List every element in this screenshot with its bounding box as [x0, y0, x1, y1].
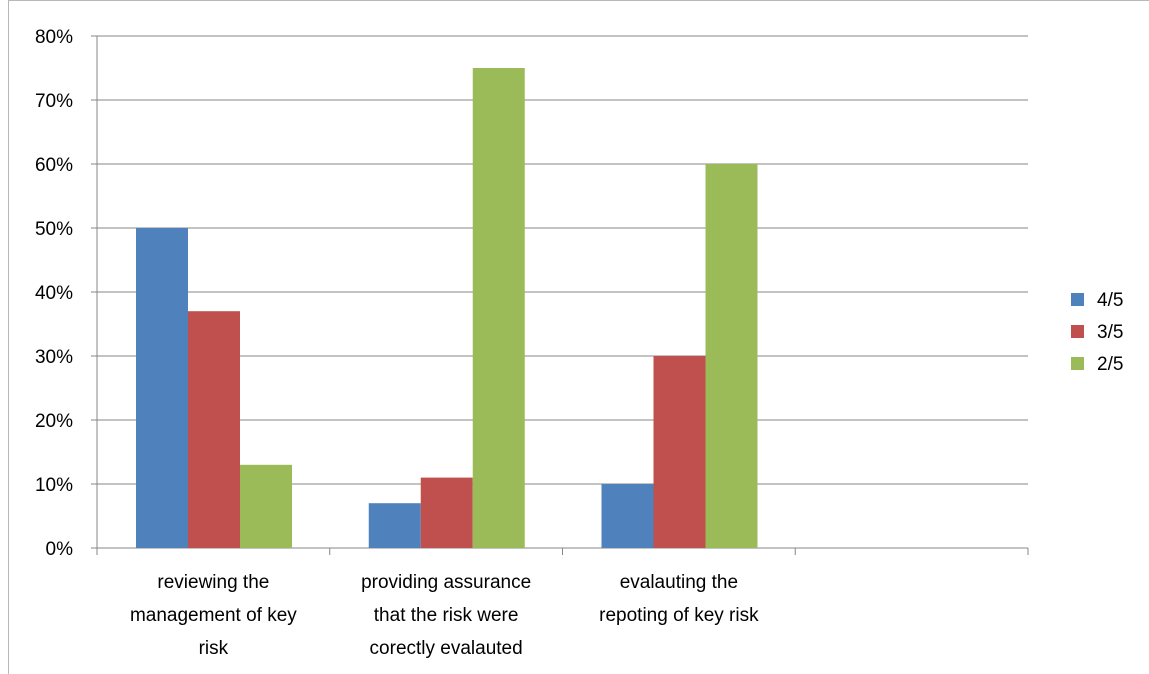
x-category-label: risk [199, 638, 229, 659]
y-tick-label: 10% [35, 475, 73, 496]
legend-swatch-2-5 [1071, 357, 1084, 370]
y-tick-label: 40% [35, 283, 73, 304]
chart-frame [8, 0, 1149, 674]
bar-2-5-cat1 [472, 68, 525, 548]
legend-swatch-4-5 [1071, 293, 1084, 306]
x-category-label: providing assurance [361, 572, 531, 593]
bar-4-5-cat1 [368, 503, 421, 548]
bar-4-5-cat2 [601, 484, 654, 548]
y-tick-label: 0% [46, 539, 74, 560]
legend-label: 2/5 [1097, 354, 1123, 375]
y-tick-label: 60% [35, 155, 73, 176]
bar-2-5-cat0 [240, 464, 292, 548]
legend-label: 3/5 [1097, 322, 1123, 343]
y-tick-label: 50% [35, 219, 73, 240]
bar-3-5-cat1 [420, 477, 473, 548]
bar-3-5-cat2 [653, 356, 706, 548]
x-category-label: management of key [130, 605, 297, 626]
x-category-label: repoting of key risk [599, 605, 759, 626]
y-tick-label: 20% [35, 411, 73, 432]
y-tick-label: 80% [35, 27, 73, 48]
y-tick-label: 30% [35, 347, 73, 368]
x-category-label: evalauting the [620, 572, 738, 593]
x-category-label: corectly evalauted [370, 638, 523, 659]
legend-label: 4/5 [1097, 290, 1123, 311]
legend-swatch-3-5 [1071, 325, 1084, 338]
y-tick-label: 70% [35, 91, 73, 112]
bar-3-5-cat0 [188, 311, 240, 548]
bar-4-5-cat0 [136, 228, 188, 548]
x-category-label: that the risk were [374, 605, 519, 626]
bar-2-5-cat2 [705, 164, 758, 548]
x-category-label: reviewing the [157, 572, 269, 593]
